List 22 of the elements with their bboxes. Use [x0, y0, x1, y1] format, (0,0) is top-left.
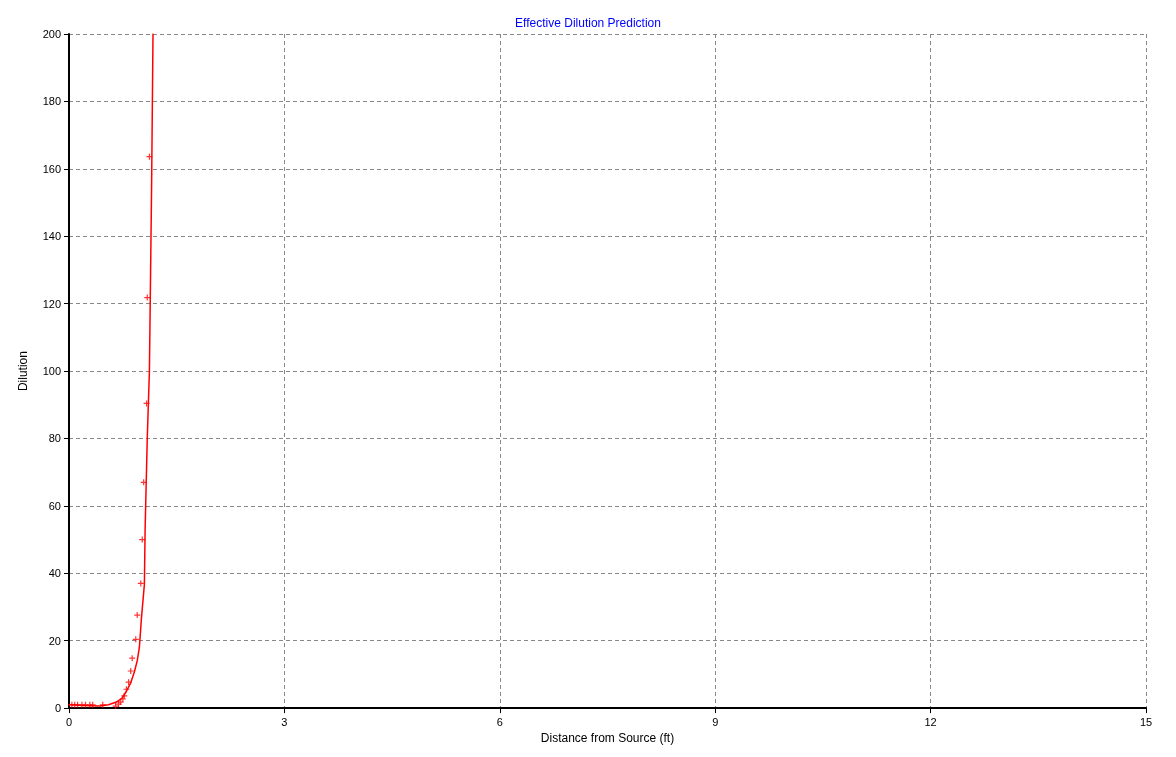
x-axis-title: Distance from Source (ft) [540, 731, 675, 745]
y-tick-label: 60 [48, 499, 61, 512]
point [127, 668, 134, 675]
y-tick-label: 20 [48, 634, 61, 647]
y-axis-title: Dilution [16, 351, 30, 392]
y-tick-label: 0 [54, 702, 61, 715]
y-tick-label: 120 [42, 297, 61, 310]
x-tick-label: 9 [712, 715, 719, 728]
chart-title: Effective Dilution Prediction [515, 16, 661, 30]
x-tick-label: 3 [281, 715, 288, 728]
x-tick-label: 0 [65, 715, 73, 728]
y-tick-label: 160 [42, 162, 61, 175]
y-tick-label: 40 [48, 567, 61, 580]
y-tick-label: 100 [42, 365, 61, 378]
y-tick-label: 140 [42, 230, 61, 243]
y-tick-label: 200 [42, 28, 61, 40]
y-tick-label: 80 [48, 432, 61, 445]
x-tick-label: 15 [1139, 715, 1153, 728]
point [134, 612, 141, 619]
x-tick-label: 6 [496, 715, 503, 728]
y-tick-label: 180 [42, 95, 61, 108]
x-tick-label: 12 [924, 715, 937, 728]
